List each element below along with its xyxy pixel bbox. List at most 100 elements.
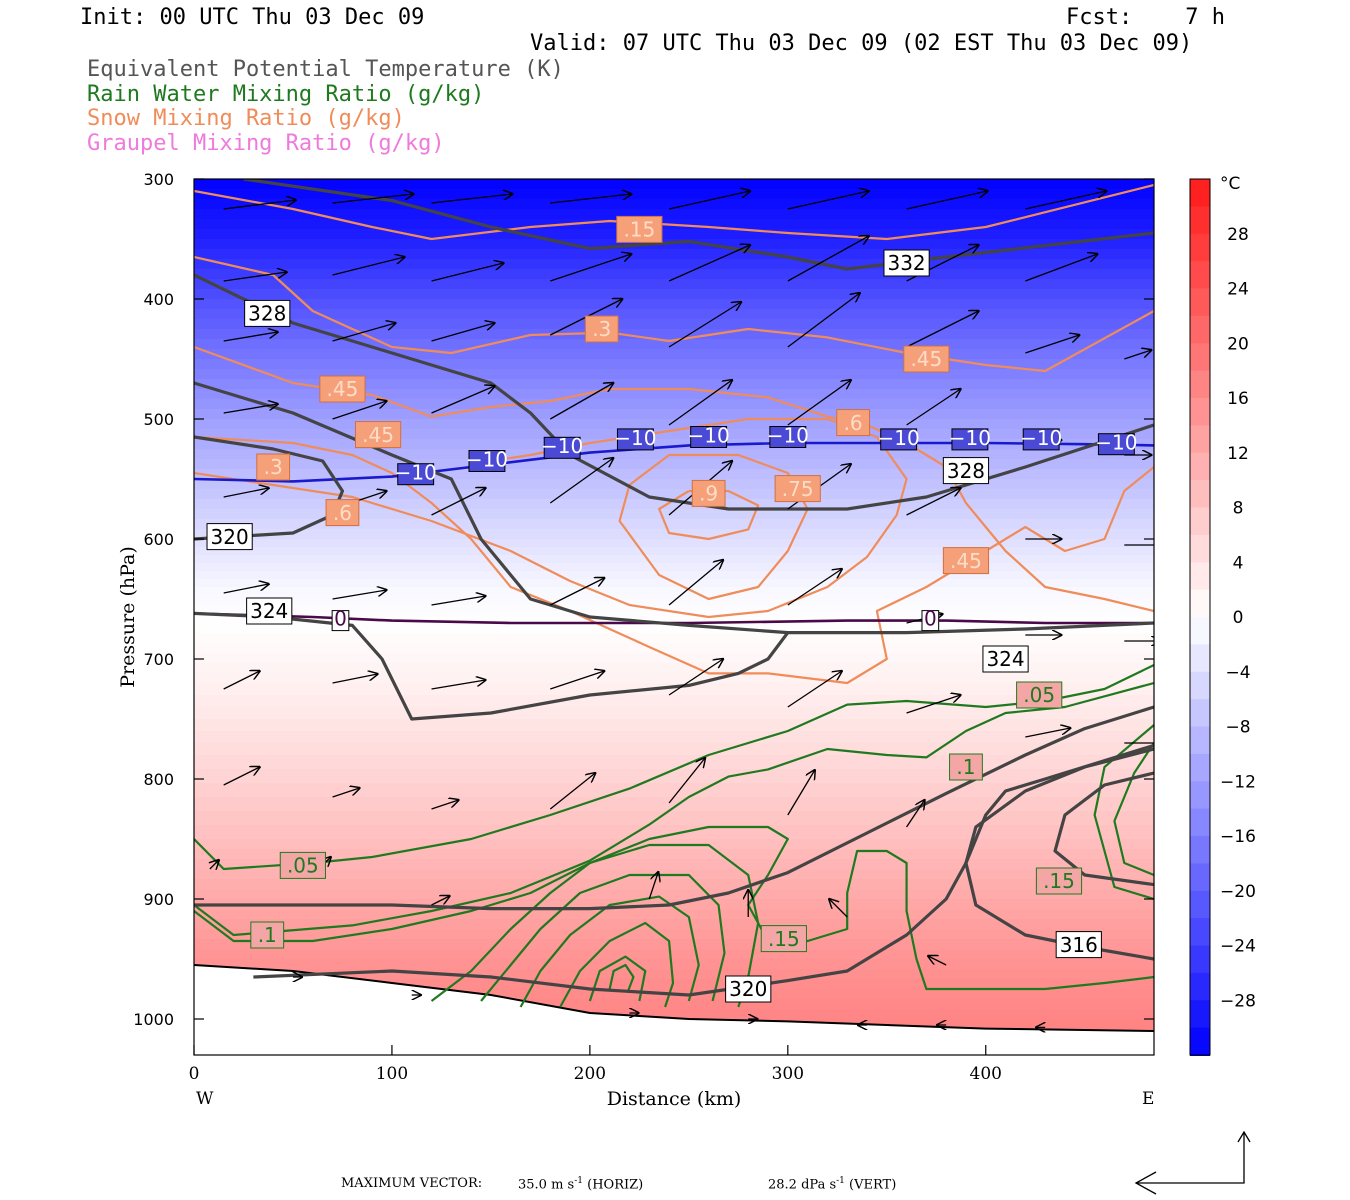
contour-label-theta_e: 316: [1055, 931, 1102, 959]
temperature-band: [194, 279, 1154, 290]
contour-label-snow: .45: [354, 421, 402, 449]
legend-rain: Rain Water Mixing Ratio (g/kg): [87, 82, 485, 107]
reference-vector-up-arrow: [1237, 1130, 1251, 1143]
colorbar-swatch: [1190, 261, 1210, 290]
colorbar-swatch: [1190, 726, 1210, 755]
wind-vector: [787, 191, 869, 210]
colorbar-frame: [1189, 178, 1211, 1056]
temperature-band: [194, 593, 1154, 600]
wind-vector: [549, 578, 604, 606]
temperature-band: [194, 563, 1154, 572]
contour-label-iso: −10: [466, 447, 508, 472]
contour-label-snow: .6: [325, 499, 360, 527]
temperature-band: [194, 479, 1154, 490]
temperature-band: [194, 379, 1154, 390]
contour-label-text: .15: [768, 927, 800, 951]
contour-label-iso: −10: [1020, 426, 1062, 451]
contour-label-text: −10: [1095, 431, 1137, 455]
colorbar-label: −8: [1225, 718, 1250, 738]
contour-label-iso: −10: [614, 426, 657, 451]
temperature-band: [194, 683, 1154, 696]
reference-vector-left-arrow: [1134, 1171, 1157, 1195]
snow-contour: [194, 345, 1154, 613]
temperature-band: [194, 319, 1154, 330]
contour-label-text: 328: [248, 302, 286, 326]
temperature-band: [194, 329, 1154, 340]
temperature-band: [194, 859, 1154, 870]
wind-vector: [431, 386, 495, 414]
wind-vector: [223, 767, 260, 786]
rain-contour: [559, 921, 675, 1008]
reference-vector: [1134, 1130, 1251, 1195]
colorbar-swatch: [1190, 753, 1210, 783]
wind-vector: [549, 773, 595, 810]
temperature-band: [194, 489, 1154, 500]
colorbar-label: 12: [1227, 444, 1249, 464]
temperature-band: [194, 673, 1154, 684]
y-axis-title: Pressure (hPa): [117, 546, 139, 688]
temperature-band: [194, 429, 1154, 440]
colorbar-swatch: [1190, 480, 1210, 509]
wind-vector: [668, 659, 723, 696]
temperature-band: [194, 909, 1154, 920]
colorbar-label: −28: [1220, 991, 1256, 1011]
y-tick-label: 800: [143, 770, 174, 789]
wind-vector: [550, 254, 631, 282]
max-vector-label: MAXIMUM VECTOR:: [341, 1176, 483, 1191]
colorbar-swatch: [1190, 918, 1210, 947]
contour-label-layer: 328332328320324324320316.15.3.45.45.45.3…: [206, 215, 1138, 1003]
wind-vector: [668, 380, 732, 426]
colorbar-label: 16: [1227, 389, 1249, 409]
wind-vector: [223, 404, 278, 414]
wind-vector: [550, 671, 604, 690]
wind-vector: [549, 458, 613, 504]
temperature-band: [194, 623, 1154, 634]
colorbar-swatch: [1190, 863, 1210, 892]
colorbar-swatch: [1190, 617, 1210, 646]
colorbar-swatch: [1190, 699, 1210, 728]
plot-frame: [193, 178, 1155, 1056]
contour-label-text: .15: [1043, 869, 1075, 893]
wind-vector: [1025, 335, 1079, 354]
x-axis-title: Distance (km): [607, 1088, 742, 1110]
temperature-band: [194, 179, 1154, 190]
contour-label-zero: 0: [331, 607, 350, 632]
wind-vector: [1025, 191, 1106, 210]
temperature-band: [194, 439, 1154, 450]
wind-vector-layer: [210, 191, 1154, 1027]
contour-label-text: 0: [924, 607, 937, 631]
temperature-band: [194, 999, 1154, 1010]
horiz-max-value: 35.0 m s: [518, 1177, 575, 1193]
colorbar-label: −24: [1220, 937, 1256, 957]
contour-label-text: .15: [623, 218, 655, 242]
temperature-band: [194, 605, 1154, 612]
colorbar-swatch: [1190, 534, 1210, 564]
contour-label-text: .1: [956, 755, 975, 779]
wind-vector: [668, 191, 750, 210]
x-tick-label: 0: [189, 1064, 200, 1084]
wind-vector: [431, 680, 486, 690]
contour-label-text: 332: [887, 251, 925, 275]
temperature-shading: [194, 179, 1154, 1055]
temperature-band: [194, 289, 1154, 300]
colorbar-swatch: [1190, 890, 1210, 920]
temperature-band: [194, 189, 1154, 200]
temperature-band: [194, 555, 1154, 564]
temperature-band: [194, 509, 1154, 520]
temperature-band: [194, 1009, 1154, 1020]
temperature-band: [194, 919, 1154, 930]
temperature-band: [194, 359, 1154, 370]
temperature-band: [194, 783, 1154, 798]
horiz-max: 35.0 m s-1 (HORIZ): [518, 1176, 643, 1192]
west-label: W: [196, 1089, 214, 1109]
temperature-band: [194, 719, 1154, 732]
contour-label-iso: −10: [1095, 431, 1138, 456]
temperature-band: [194, 731, 1154, 744]
colorbar-swatch: [1190, 370, 1210, 399]
temperature-band: [194, 571, 1154, 580]
theta-e-contour: [253, 743, 1154, 997]
contour-label-theta_e: 324: [982, 645, 1029, 673]
wind-vector: [332, 257, 405, 276]
colorbar-swatch: [1190, 781, 1210, 810]
contour-label-snow: .3: [584, 315, 619, 343]
